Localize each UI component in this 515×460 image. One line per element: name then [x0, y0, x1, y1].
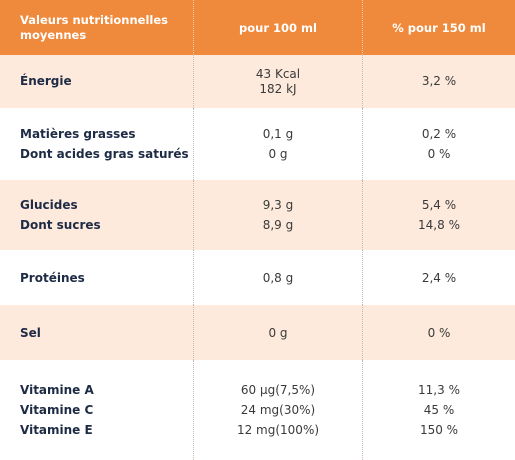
header-cell: pour 100 ml	[193, 0, 362, 55]
nutrient-label: Glucides Dont sucres	[0, 180, 193, 250]
table-row: Vitamine A Vitamine C Vitamine E 60 µg(7,5%…	[0, 360, 515, 460]
cell-text: Sel	[20, 325, 41, 340]
nutrient-value: 43 Kcal 182 kJ	[193, 55, 362, 108]
header-cell: % pour 150 ml	[362, 0, 515, 55]
cell-text: 3,2 %	[421, 74, 457, 88]
nutrient-label: Vitamine A Vitamine C Vitamine E	[0, 360, 193, 460]
cell-text: 60 µg(7,5%)	[240, 383, 316, 397]
cell-text: 0 %	[427, 147, 451, 161]
cell-text: 9,3 g	[262, 198, 294, 212]
header-text: pour 100 ml	[239, 20, 317, 35]
nutrient-value: 11,3 % 45 % 150 %	[362, 360, 515, 460]
cell-text: Dont acides gras saturés	[20, 147, 189, 161]
cell-text: 0,1 g	[262, 127, 294, 141]
table-row: Glucides Dont sucres 9,3 g 8,9 g 5,4 % 14,8 %	[0, 180, 515, 250]
nutrient-value: 0 g	[193, 305, 362, 360]
header-row: Valeurs nutritionnelles moyennes pour 100…	[0, 0, 515, 55]
cell-text: Vitamine A	[20, 383, 94, 397]
table-row: Sel 0 g 0 %	[0, 305, 515, 360]
cell-text: 0,2 %	[421, 127, 457, 141]
header-text: Valeurs nutritionnelles moyennes	[20, 12, 169, 42]
cell-text: Glucides	[20, 198, 78, 212]
nutrient-value: 2,4 %	[362, 250, 515, 305]
cell-text: 11,3 %	[418, 383, 460, 397]
nutrient-label: Matières grasses Dont acides gras saturés	[0, 108, 193, 180]
nutrient-value: 3,2 %	[362, 55, 515, 108]
table-row: Protéines 0,8 g 2,4 %	[0, 250, 515, 305]
nutrient-value: 5,4 % 14,8 %	[362, 180, 515, 250]
cell-text: 182 kJ	[259, 81, 297, 96]
nutrient-value: 0,1 g 0 g	[193, 108, 362, 180]
nutrient-label: Énergie	[0, 55, 193, 108]
nutrient-value: 0,8 g	[193, 250, 362, 305]
nutrient-label: Sel	[0, 305, 193, 360]
cell-text: Vitamine E	[20, 423, 93, 437]
cell-text: Énergie	[20, 74, 72, 88]
nutrient-value: 0,2 % 0 %	[362, 108, 515, 180]
cell-text: 0 g	[268, 147, 288, 161]
cell-text: 0 g	[268, 325, 288, 340]
table-row: Énergie 43 Kcal 182 kJ 3,2 %	[0, 55, 515, 108]
cell-text: 12 mg(100%)	[236, 423, 320, 437]
header-text: % pour 150 ml	[392, 20, 486, 35]
cell-text: 24 mg(30%)	[240, 403, 316, 417]
cell-text: 14,8 %	[418, 218, 460, 232]
cell-text: Matières grasses	[20, 127, 136, 141]
cell-text: 0 %	[427, 325, 451, 340]
nutrient-label: Protéines	[0, 250, 193, 305]
table-row: Matières grasses Dont acides gras saturés…	[0, 108, 515, 180]
cell-text: Vitamine C	[20, 403, 94, 417]
cell-text: 2,4 %	[421, 270, 457, 285]
cell-text: 43 Kcal	[255, 66, 301, 81]
cell-text: 5,4 %	[421, 198, 457, 212]
nutrient-value: 9,3 g 8,9 g	[193, 180, 362, 250]
header-cell: Valeurs nutritionnelles moyennes	[0, 0, 193, 55]
nutrient-value: 60 µg(7,5%) 24 mg(30%) 12 mg(100%)	[193, 360, 362, 460]
cell-text: Protéines	[20, 270, 85, 285]
cell-text: 0,8 g	[262, 270, 294, 285]
nutrient-value: 0 %	[362, 305, 515, 360]
cell-text: 150 %	[419, 423, 459, 437]
cell-text: Dont sucres	[20, 218, 101, 232]
cell-text: 8,9 g	[262, 218, 294, 232]
cell-text: 45 %	[423, 403, 455, 417]
